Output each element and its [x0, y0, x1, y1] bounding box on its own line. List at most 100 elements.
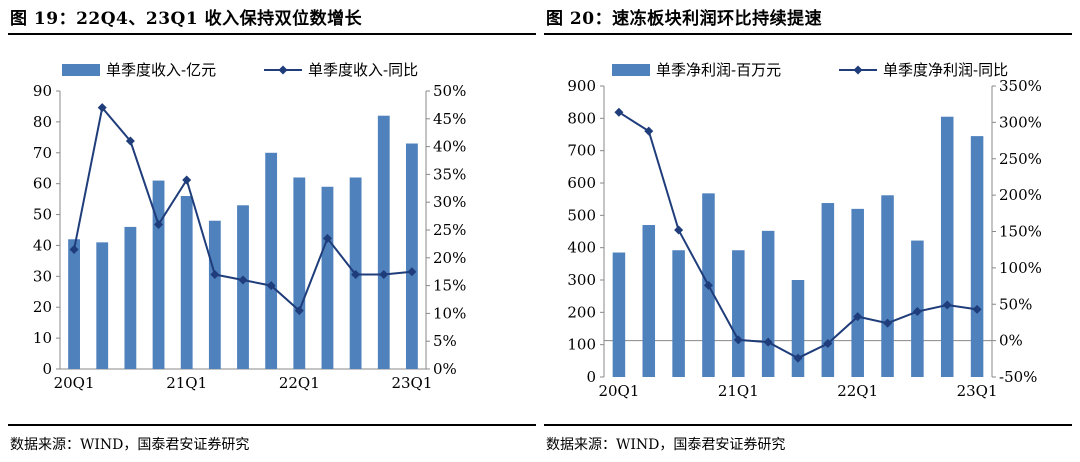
y-right-tick-label: 100% [999, 259, 1042, 277]
legend-label-bar: 单季净利润-百万元 [656, 61, 781, 79]
y-right-tick-label: 150% [999, 223, 1042, 241]
bar [672, 250, 685, 377]
x-tick-label: 21Q1 [166, 374, 207, 392]
line-point [125, 136, 135, 146]
source-rule [8, 424, 536, 426]
bar [96, 242, 109, 369]
y-left-tick-label: 300 [567, 271, 596, 289]
chart-panel-profit: 图 20：速冻板块利润环比持续提速 0 100 200 300 400 500 600 700… [544, 0, 1072, 462]
bar [321, 186, 334, 369]
bar [152, 180, 165, 369]
bar [642, 225, 656, 377]
source-note: 数据来源：WIND，国泰君安证券研究 [10, 437, 250, 453]
chart-title: 图 19：22Q4、23Q1 收入保持双位数增长 [10, 9, 363, 29]
y-right-tick-label: 300% [999, 113, 1042, 131]
bar [821, 203, 835, 377]
y-right-tick-label: 0% [433, 360, 457, 378]
y-right-tick-label: 45% [433, 110, 466, 128]
line-point [644, 126, 654, 136]
bar [68, 239, 80, 369]
source-note: 数据来源：WIND，国泰君安证券研究 [546, 437, 786, 453]
line-point [674, 225, 684, 235]
bar [406, 143, 418, 369]
y-left-tick-label: 200 [567, 303, 596, 321]
x-tick-label: 20Q1 [598, 382, 639, 400]
y-left-tick-label: 500 [567, 206, 596, 224]
line-point [238, 275, 248, 285]
bar [612, 252, 626, 377]
bar [851, 208, 864, 377]
y-right-tick-label: 350% [999, 77, 1042, 95]
line-point [614, 107, 624, 117]
y-right-tick-label: 15% [433, 277, 466, 295]
line-point [266, 281, 276, 291]
y-left-tick-label: 700 [567, 142, 596, 160]
legend-label-bar: 单季度收入-亿元 [106, 61, 216, 79]
line-point [942, 300, 952, 310]
line-point [972, 304, 982, 314]
legend-label-line: 单季度净利润-同比 [883, 61, 1008, 79]
x-tick-label: 23Q1 [957, 382, 998, 400]
line-point [322, 233, 332, 243]
x-tick-label: 23Q1 [391, 374, 432, 392]
line-point [294, 306, 304, 316]
bar [970, 136, 984, 377]
line-point [182, 175, 192, 185]
y-left-tick-label: 90 [33, 82, 52, 100]
y-right-tick-label: 200% [999, 186, 1042, 204]
y-right-tick-label: 35% [433, 165, 466, 183]
y-left-tick-label: 10 [33, 329, 52, 347]
y-right-tick-label: 5% [433, 332, 457, 350]
line-point [379, 269, 389, 279]
bar [377, 115, 390, 369]
title-rule [8, 33, 536, 35]
y-right-tick-label: 50% [999, 295, 1032, 313]
chart-title: 图 20：速冻板块利润环比持续提速 [546, 9, 823, 29]
bar [180, 196, 193, 369]
y-right-tick-label: 250% [999, 150, 1042, 168]
source-rule [544, 424, 1072, 426]
bar [208, 220, 221, 369]
chart-panel-revenue: 图 19：22Q4、23Q1 收入保持双位数增长 0 10 20 30 40 50 60 70… [8, 0, 536, 462]
y-left-tick-label: 30 [33, 267, 52, 285]
y-right-tick-label: 50% [433, 82, 466, 100]
line-point [733, 335, 743, 345]
y-left-tick-label: 400 [567, 239, 596, 257]
y-left-tick-label: 80 [33, 113, 52, 131]
x-tick-label: 22Q1 [279, 374, 320, 392]
line-point [351, 269, 361, 279]
y-left-tick-label: 70 [33, 144, 52, 162]
legend-swatch-bar [612, 64, 650, 76]
line-point [793, 353, 803, 363]
y-left-tick-label: 60 [33, 175, 52, 193]
line-point [883, 318, 893, 328]
line-point [407, 267, 417, 277]
bar [732, 250, 745, 377]
legend-marker [278, 65, 288, 75]
title-rule [544, 33, 1072, 35]
y-left-tick-label: 50 [33, 206, 52, 224]
y-left-tick-label: 0 [586, 368, 596, 386]
legend-swatch-bar [62, 64, 100, 76]
bar [881, 195, 894, 377]
line-point [210, 269, 220, 279]
revenue-chart: 0 10 20 30 40 50 60 70 80 90 0% 5% 10% 15% 20% 25% 30% 35… [33, 61, 466, 392]
x-tick-label: 21Q1 [718, 382, 759, 400]
line-point [154, 219, 164, 229]
y-right-tick-label: 10% [433, 304, 466, 322]
y-left-tick-label: 100 [567, 336, 596, 354]
legend-label-line: 单季度收入-同比 [308, 61, 418, 79]
x-tick-label: 22Q1 [837, 382, 878, 400]
y-left-tick-label: 20 [33, 298, 52, 316]
legend-marker [853, 65, 863, 75]
y-right-tick-label: 40% [433, 138, 466, 156]
x-tick-label: 20Q1 [54, 374, 95, 392]
y-left-tick-label: 800 [567, 109, 596, 127]
y-right-tick-label: -50% [999, 368, 1037, 386]
bar [124, 226, 137, 369]
line-point [703, 280, 713, 290]
line-point [69, 244, 79, 254]
y-right-tick-label: 0% [999, 332, 1023, 350]
line-point [763, 337, 773, 347]
y-left-tick-label: 900 [567, 77, 596, 95]
